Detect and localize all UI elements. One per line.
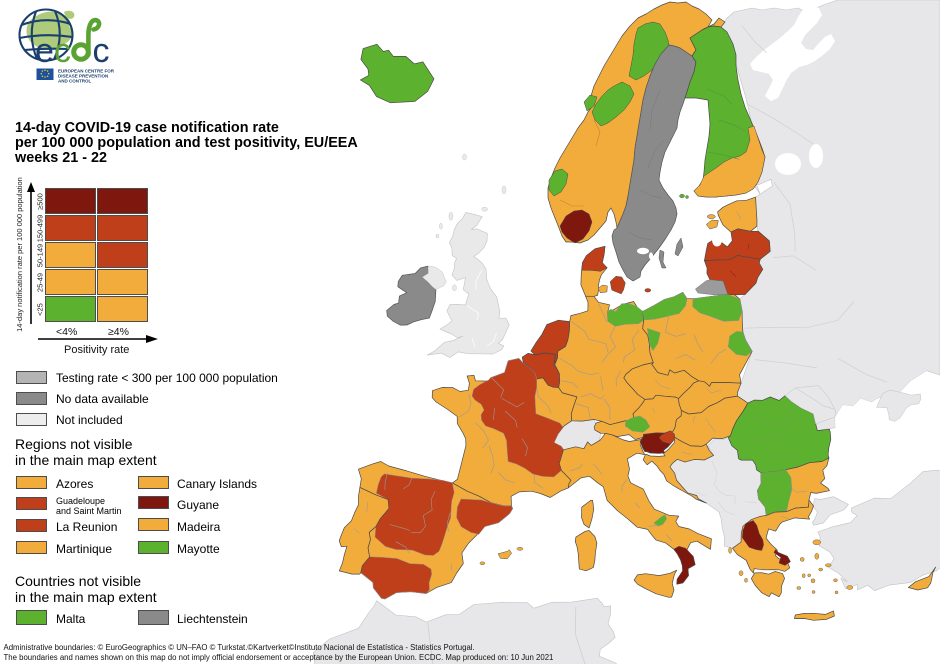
svg-text:EUROPEAN CENTRE FOR: EUROPEAN CENTRE FOR bbox=[58, 69, 115, 74]
svg-text:DISEASE PREVENTION: DISEASE PREVENTION bbox=[58, 74, 108, 79]
svg-text:c: c bbox=[93, 32, 110, 70]
svg-text:AND CONTROL: AND CONTROL bbox=[58, 79, 91, 84]
svg-text:e: e bbox=[35, 32, 54, 70]
svg-text:c: c bbox=[54, 32, 71, 70]
